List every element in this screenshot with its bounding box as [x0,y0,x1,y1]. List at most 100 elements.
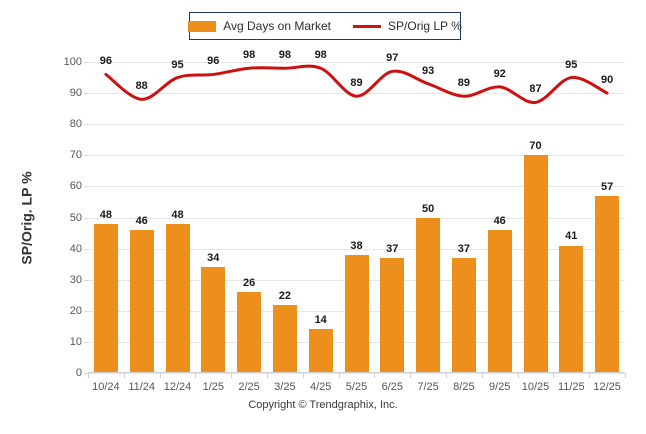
y-tick-label: 30 [69,273,82,286]
y-tick-mark [84,62,88,63]
legend-item-avg-days-on-market[interactable]: Avg Days on Market [188,20,331,32]
bar[interactable] [380,257,405,373]
y-tick-label: 70 [69,149,82,162]
x-tick-label: 1/25 [202,381,224,393]
x-tick-mark [123,373,125,378]
bar[interactable] [308,329,333,373]
y-tick-mark [84,310,88,312]
gridline [88,217,625,219]
gridline [88,186,625,188]
line-value-label: 95 [565,58,578,71]
x-tick-label: 9/25 [488,381,511,393]
y-tick-label: 20 [69,304,82,317]
bar-value-label: 37 [457,242,471,255]
line-value-label: 96 [207,55,220,68]
y-tick-mark [84,341,88,343]
x-tick-mark [195,373,197,378]
bar[interactable] [451,257,476,373]
x-tick-label: 4/25 [309,381,332,393]
bar[interactable] [129,229,154,373]
bar[interactable] [344,254,369,373]
x-tick-mark [338,373,340,378]
y-tick-label: 50 [69,211,82,224]
gridline [88,62,625,63]
line-value-label: 88 [135,80,148,93]
line-value-label: 87 [529,83,542,96]
bar[interactable] [93,223,118,373]
x-tick-label: 2/25 [238,381,260,393]
y-tick-mark [84,124,88,126]
x-tick-label: 6/25 [381,381,403,393]
line-value-label: 96 [99,55,113,68]
x-tick-mark [481,373,483,378]
line-value-label: 92 [493,67,506,80]
gridline [88,373,625,374]
y-tick-mark [84,186,88,188]
x-axis: 10/24 11/24 12/24 1/25 2/25 3/25 4/25 5/25 6/25 7… [88,373,626,399]
gridline [88,124,625,126]
bar[interactable] [523,155,548,373]
bar-value-label: 14 [314,314,327,327]
y-tick-label: 0 [75,367,82,379]
y-tick-label: 100 [63,56,82,68]
legend-item-sp-orig-lp-pct[interactable]: SP/Orig LP % [353,20,462,32]
y-axis-title: SP/Orig. LP % [18,171,35,265]
bar-value-label: 48 [99,208,113,221]
bar[interactable] [595,195,620,373]
x-tick-mark [159,373,161,378]
x-tick-label: 5/25 [345,381,368,393]
x-tick-mark [625,373,626,378]
bar-value-label: 22 [278,289,292,302]
x-tick-mark [231,373,233,378]
x-tick-mark [589,373,591,378]
bar-value-label: 48 [171,208,184,221]
copyright-text: Copyright © Trendgraphix, Inc. [248,399,398,411]
bar[interactable] [201,267,226,373]
bar[interactable] [272,304,297,373]
x-tick-mark [517,373,519,378]
line-value-label: 98 [278,49,292,62]
y-tick-label: 80 [69,118,82,131]
line-value-label: 98 [314,49,327,62]
x-tick-mark [267,373,268,378]
line-value-label: 95 [171,58,184,71]
bar[interactable] [165,223,190,373]
y-tick-mark [84,248,88,250]
bar-value-label: 34 [207,252,220,265]
y-tick-mark [84,217,88,219]
bar[interactable] [416,217,441,373]
y-tick-label: 60 [69,180,82,193]
line-value-label: 97 [386,52,399,65]
bar-value-label: 57 [600,180,614,193]
x-tick-label: 3/25 [274,381,296,393]
y-tick-mark [84,373,88,374]
bar-value-label: 37 [386,242,399,255]
bar-value-label: 38 [350,239,363,252]
x-tick-label: 10/25 [521,381,550,393]
x-tick-mark [302,373,304,378]
x-tick-label: 12/24 [163,381,192,393]
bar-swatch-icon [188,20,217,32]
bar[interactable] [237,292,262,373]
y-tick-label: 90 [69,87,82,100]
line-value-label: 93 [421,64,435,77]
line-value-label: 89 [457,77,471,90]
bar[interactable] [487,229,512,373]
y-tick-label: 10 [69,335,82,348]
x-tick-mark [553,373,555,378]
bar-value-label: 41 [565,230,578,243]
x-tick-mark [446,373,447,378]
y-tick-mark [84,155,88,157]
bar[interactable] [559,245,584,373]
bar-value-label: 70 [529,140,542,153]
y-tick-label: 40 [69,242,82,255]
bar-value-label: 26 [242,277,256,290]
plot-area: 48 46 48 34 26 22 14 38 37 50 37 46 70 41 57 96 88 95 96 9… [88,50,625,374]
x-tick-label: 8/25 [453,381,475,393]
line-value-label: 90 [600,74,614,87]
y-tick-mark [84,279,88,281]
legend-item-label: SP/Orig LP % [388,19,462,33]
bar-value-label: 50 [421,202,435,215]
x-tick-label: 11/24 [128,381,156,393]
